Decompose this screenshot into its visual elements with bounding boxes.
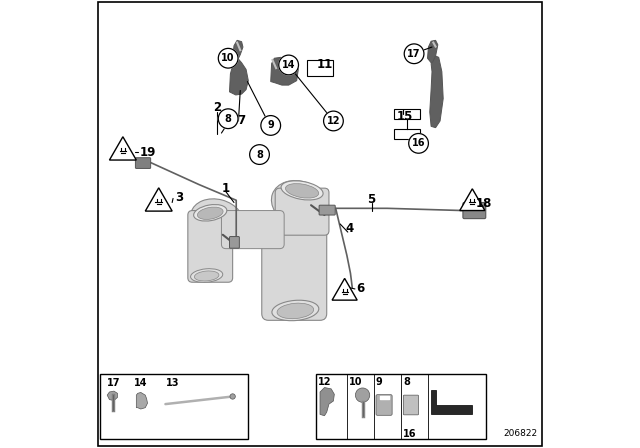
Bar [316,374,486,439]
Circle shape [218,109,238,129]
Polygon shape [430,56,443,128]
FancyBboxPatch shape [230,237,239,248]
Text: 17: 17 [407,49,421,59]
Circle shape [279,55,298,75]
Ellipse shape [191,199,243,240]
Text: 7: 7 [237,114,246,128]
Text: 15: 15 [397,110,413,123]
Text: 8: 8 [256,150,263,159]
Circle shape [409,134,428,153]
Text: 13: 13 [165,378,179,388]
Bar [394,129,420,139]
Text: 6: 6 [356,282,364,296]
Ellipse shape [277,303,314,319]
Polygon shape [109,137,136,160]
FancyBboxPatch shape [188,211,233,282]
Text: 3: 3 [175,190,183,204]
Text: 2: 2 [213,101,221,114]
Polygon shape [320,388,334,416]
Ellipse shape [271,181,328,227]
Circle shape [230,394,236,399]
Ellipse shape [197,207,223,220]
Polygon shape [108,391,118,401]
Text: 17: 17 [108,378,121,388]
FancyBboxPatch shape [319,205,335,215]
Text: 16: 16 [412,138,426,148]
Ellipse shape [194,205,227,221]
FancyBboxPatch shape [376,395,392,415]
Ellipse shape [281,181,323,200]
Polygon shape [230,59,248,95]
FancyBboxPatch shape [262,217,327,320]
Bar [394,109,420,119]
Text: 9: 9 [268,121,274,130]
Circle shape [404,44,424,64]
Text: 5: 5 [367,193,376,206]
FancyBboxPatch shape [275,188,329,235]
Circle shape [261,116,280,135]
Text: 8: 8 [225,114,232,124]
FancyBboxPatch shape [136,158,150,168]
Text: 12: 12 [317,377,332,387]
FancyBboxPatch shape [221,211,284,249]
Ellipse shape [241,218,274,248]
Circle shape [250,145,269,164]
Text: 9: 9 [376,377,383,387]
Circle shape [355,388,370,402]
Circle shape [218,48,238,68]
Text: 18: 18 [476,197,492,211]
Text: 10: 10 [349,377,363,387]
Polygon shape [428,40,438,63]
Text: 4: 4 [345,222,353,235]
FancyBboxPatch shape [463,202,486,219]
Polygon shape [271,57,298,85]
Text: 11: 11 [316,58,333,72]
Text: 19: 19 [140,146,156,159]
Text: 14: 14 [134,378,148,388]
Bar [307,60,333,76]
Ellipse shape [272,300,319,321]
Polygon shape [145,188,172,211]
Polygon shape [332,278,357,300]
FancyBboxPatch shape [403,395,419,415]
Text: 12: 12 [326,116,340,126]
Text: 1: 1 [222,181,230,195]
Polygon shape [233,40,243,58]
Circle shape [324,111,343,131]
Bar [100,374,248,439]
Ellipse shape [191,269,223,282]
Text: 206822: 206822 [503,429,538,438]
Text: 10: 10 [221,53,235,63]
Text: 16: 16 [403,429,417,439]
Text: 8: 8 [403,377,410,387]
Polygon shape [460,189,485,211]
Polygon shape [431,390,472,414]
Polygon shape [136,392,148,409]
Text: 14: 14 [282,60,296,70]
Ellipse shape [285,184,319,198]
Ellipse shape [195,271,219,281]
